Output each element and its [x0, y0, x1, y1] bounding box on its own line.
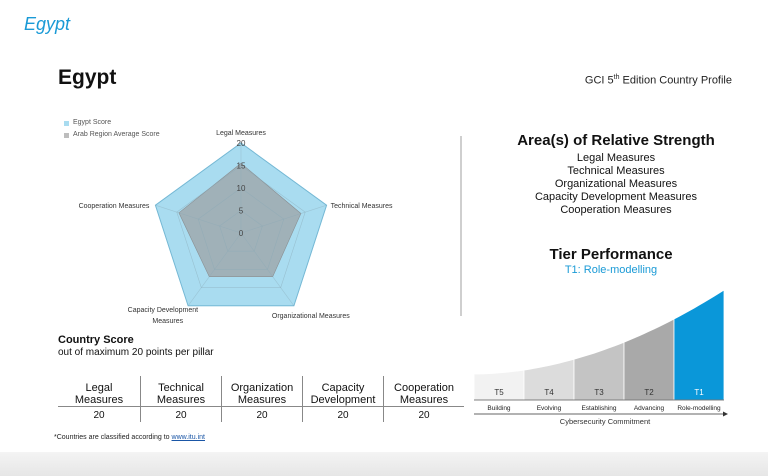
radar-grid-ring	[219, 210, 263, 252]
bottom-bar	[0, 452, 768, 476]
edition-post: Edition Country Profile	[619, 74, 732, 87]
tier-code-label: T4	[544, 388, 554, 397]
edition-pre: GCI 5	[584, 74, 614, 87]
radar-grid-ring	[197, 187, 285, 270]
radar-tick-label: 10	[237, 184, 246, 193]
header-legal-line1: Legal	[85, 382, 113, 394]
score-cooperation: 20	[383, 406, 464, 422]
score-technical: 20	[140, 406, 222, 422]
header-cooperation: Cooperation Measures	[383, 376, 464, 407]
tier-performance-subtitle: T1: Role-modelling	[564, 264, 658, 276]
radar-axis-label: Technical Measures	[331, 203, 393, 210]
page-title-italic: Egypt	[24, 14, 71, 34]
tier-name-label: Role-modelling	[677, 405, 721, 412]
radar-spoke	[187, 232, 242, 306]
legend-label-egypt: Egypt Score	[73, 119, 112, 126]
tier-performance-title: Tier Performance	[549, 246, 673, 263]
score-table: Legal Measures Technical Measures Organiza…	[58, 376, 464, 422]
strength-item: Capacity Development Measures	[534, 191, 698, 203]
radar-tick-label: 0	[239, 229, 244, 238]
strength-item: Legal Measures	[576, 152, 656, 164]
header-cooperation-line2: Measures	[399, 394, 449, 406]
tier-column-t2	[623, 318, 675, 401]
tier-column-t4	[523, 358, 575, 401]
strength-item: Technical Measures	[567, 165, 665, 177]
legend-label-arab: Arab Region Average Score	[73, 131, 160, 138]
country-score-subtitle: out of maximum 20 points per pillar	[58, 347, 214, 358]
tier-column-t5	[473, 369, 525, 401]
tier-column-t3	[573, 341, 625, 401]
footnote-link[interactable]: www.itu.int	[171, 434, 205, 441]
radar-tick-label: 15	[237, 162, 246, 171]
edition-sup: th	[613, 74, 620, 81]
legend-item-arab: Arab Region Average Score	[64, 129, 160, 141]
radar-grid-ring	[155, 142, 327, 307]
tier-performance-block: Tier Performance T1: Role-modelling	[478, 246, 744, 276]
radar-spoke	[240, 232, 295, 306]
tier-column-t1	[673, 289, 725, 401]
tier-code-label: T5	[494, 388, 504, 397]
tier-code-label: T2	[644, 388, 654, 397]
header-capacity-line1: Capacity	[321, 382, 365, 394]
radar-axis-label: Legal Measures	[216, 130, 266, 137]
radar-tick-label: 20	[237, 139, 246, 148]
relative-strength-block: Area(s) of Relative Strength Legal Measu…	[478, 132, 754, 217]
country-heading: Egypt	[58, 66, 117, 89]
radar-spoke	[155, 204, 242, 234]
header-organization-line1: Organization	[230, 382, 294, 394]
commitment-axis-label: Cybersecurity Commitment	[560, 417, 651, 426]
score-table-row: 20 20 20 20 20	[58, 406, 464, 422]
edition-label: GCI 5th Edition Country Profile	[585, 74, 732, 87]
header-capacity-line2: Development	[310, 394, 376, 406]
tier-name-label: Advancing	[634, 405, 665, 412]
radar-axis-label: Organizational Measures	[272, 313, 350, 320]
header-legal: Legal Measures	[58, 376, 141, 407]
tier-code-label: T3	[594, 388, 604, 397]
header-organization-line2: Measures	[237, 394, 287, 406]
arab-average-area	[178, 162, 302, 277]
header-capacity: Capacity Development	[302, 376, 384, 407]
chart-legend: Egypt Score Arab Region Average Score	[64, 117, 160, 141]
score-capacity: 20	[302, 406, 384, 422]
legend-swatch-arab	[64, 132, 69, 138]
header-organization: Organization Measures	[221, 376, 303, 407]
legend-swatch-egypt	[64, 120, 69, 126]
strength-item: Organizational Measures	[554, 178, 678, 190]
radar-grid-ring	[176, 165, 306, 288]
legend-item-egypt: Egypt Score	[64, 117, 160, 129]
score-organization: 20	[221, 406, 303, 422]
tier-name-label: Establishing	[581, 405, 616, 412]
header-cooperation-line1: Cooperation	[394, 382, 454, 394]
vertical-divider	[460, 136, 462, 316]
score-table-header: Legal Measures Technical Measures Organiza…	[58, 376, 464, 407]
radar-axis-label: Cooperation Measures	[79, 203, 150, 210]
radar-tick-label: 5	[239, 207, 244, 216]
header-legal-line2: Measures	[74, 394, 124, 406]
strength-item: Cooperation Measures	[560, 204, 672, 216]
country-score-title: Country Score	[58, 334, 134, 346]
footnote-text: *Countries are classified according to	[54, 434, 172, 441]
arrow-head-icon	[723, 411, 728, 417]
radar-axis-label: Capacity Development Measures	[128, 307, 198, 325]
footnote: *Countries are classified according to w…	[54, 434, 205, 441]
radar-spoke	[240, 204, 327, 234]
score-legal: 20	[93, 409, 105, 421]
header-technical-line1: Technical	[158, 382, 204, 394]
tier-chart: T5 Building T4 Evolving T3 Establishing T2 Adva…	[473, 289, 728, 426]
relative-strength-title: Area(s) of Relative Strength	[517, 132, 715, 149]
header-technical: Technical Measures	[140, 376, 222, 407]
tier-code-label: T1	[694, 388, 704, 397]
country-score-block: Country Score out of maximum 20 points p…	[58, 334, 214, 358]
tier-name-label: Evolving	[537, 405, 562, 412]
header-technical-line2: Measures	[156, 394, 206, 406]
tier-name-label: Building	[487, 405, 511, 412]
radar-chart: 0 5 10 15 20 Legal Measures Technical Measures…	[79, 130, 393, 325]
